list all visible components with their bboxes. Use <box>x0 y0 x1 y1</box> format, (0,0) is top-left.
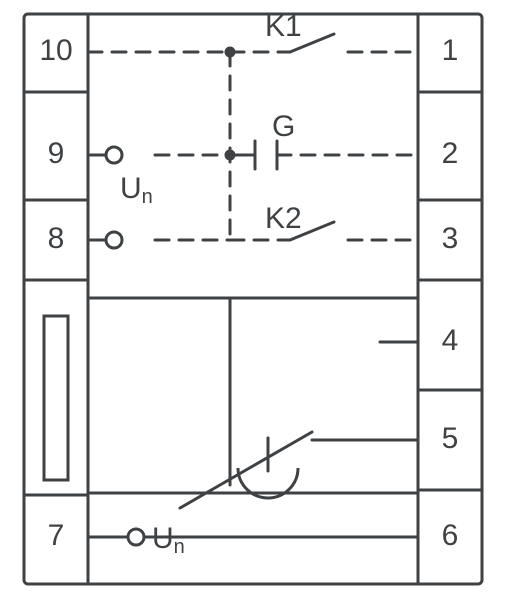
node-circle-icon <box>106 147 122 163</box>
resistor-icon <box>44 316 68 480</box>
un-bottom-label: Un <box>152 522 185 558</box>
g-label: G <box>272 110 295 143</box>
terminal-7: 7 <box>48 519 65 552</box>
terminal-9: 9 <box>48 137 65 170</box>
wiper-icon <box>180 432 312 508</box>
terminal-4: 4 <box>442 324 459 357</box>
terminal-5: 5 <box>442 422 459 455</box>
relay-schematic-diagram: 10 9 8 7 1 2 3 4 5 6 K1 G K2 Un Un <box>0 0 506 600</box>
un-top-label: Un <box>120 172 153 208</box>
terminal-1: 1 <box>442 34 459 67</box>
k2-label: K2 <box>265 202 302 235</box>
node-circle-icon <box>128 529 144 545</box>
k1-label: K1 <box>265 10 302 43</box>
terminal-2: 2 <box>442 137 459 170</box>
terminal-3: 3 <box>442 222 459 255</box>
terminal-6: 6 <box>442 519 459 552</box>
node-circle-icon <box>106 232 122 248</box>
terminal-8: 8 <box>48 222 65 255</box>
terminal-10: 10 <box>39 34 72 67</box>
